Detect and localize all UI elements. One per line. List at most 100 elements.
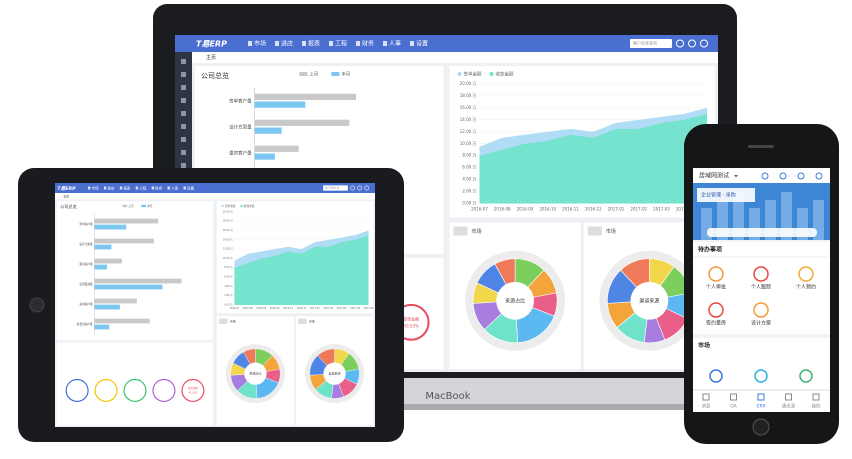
menu-icon (275, 41, 279, 46)
panel-title: 市场 (309, 319, 315, 324)
tab[interactable]: 主页 (63, 193, 69, 198)
sidebar-icon (181, 59, 186, 64)
pie-center-label: 来源占比 (505, 297, 525, 304)
x-tick-label: 2016-07 (471, 207, 488, 212)
top-nav (55, 183, 375, 194)
menu-item[interactable]: 财务 (155, 185, 163, 190)
menu-item[interactable]: 市场 (92, 185, 100, 190)
sidebar-icon (181, 163, 186, 168)
y-tick-label: 10.00 万 (460, 141, 477, 146)
y-tick-label: 2.00 万 (462, 189, 476, 194)
home-button (29, 297, 45, 313)
legend-swatch (299, 72, 308, 76)
menu-item[interactable]: 报表 (123, 185, 131, 190)
nav-label[interactable]: 消息 (702, 403, 711, 410)
menu-item[interactable]: 财务 (362, 40, 374, 48)
legend-swatch (221, 204, 224, 208)
pie-hole (244, 362, 267, 385)
gauge-label: 签单金额 (188, 386, 198, 390)
todo-label[interactable]: 设计方案 (751, 320, 771, 327)
y-tick-label: 4.00 万 (462, 177, 476, 182)
nav-label[interactable]: OA (730, 404, 737, 410)
search-placeholder[interactable]: 客户信息查询 (633, 40, 657, 46)
panel-title: 市场 (472, 228, 482, 235)
panel-title: 市场 (230, 319, 236, 324)
sidebar-icon (181, 150, 186, 155)
panel-title: 公司总览 (201, 71, 229, 80)
todo-icon[interactable] (798, 266, 814, 282)
y-tick-label: 10.00 万 (223, 257, 233, 260)
banner-building (797, 208, 808, 240)
search-placeholder[interactable]: 客户信息查询 (325, 186, 340, 190)
nav-icon (700, 39, 708, 48)
menu-item[interactable]: 设置 (416, 40, 428, 48)
nav-icon[interactable] (702, 393, 710, 401)
tag (298, 318, 307, 324)
sidebar-icon (181, 137, 186, 142)
legend-swatch (331, 72, 340, 76)
gauge (123, 378, 147, 403)
bar (94, 224, 127, 230)
todo-icon[interactable] (753, 302, 769, 318)
menu-item[interactable]: 进店 (281, 40, 293, 48)
legend-label: 上月 (128, 204, 134, 208)
pie-hole (630, 281, 669, 320)
bar (94, 238, 154, 244)
y-tick-label: 18.00 万 (460, 93, 477, 98)
menu-icon (302, 41, 306, 46)
x-tick-label: 2016-10 (270, 307, 280, 310)
gauge (152, 378, 176, 403)
menu-item[interactable]: 进店 (107, 185, 115, 190)
nav-label[interactable]: 我的 (812, 403, 821, 410)
todo-icon[interactable] (708, 266, 724, 282)
section-title: 待办事项 (698, 246, 722, 254)
todo-icon[interactable] (708, 302, 724, 318)
x-tick-label: 2017-02 (323, 307, 333, 310)
tab[interactable]: 主页 (206, 54, 216, 61)
menu-item[interactable]: 工程 (335, 40, 347, 48)
menu-item[interactable]: 人事 (389, 40, 401, 48)
panel-title: 市场 (606, 228, 616, 235)
sidebar-icon (181, 111, 186, 116)
app-title: 居域网测试 (699, 172, 729, 180)
todo-label[interactable]: 签约量房 (706, 320, 726, 327)
todo-icon[interactable] (753, 266, 769, 282)
menu-item[interactable]: 人事 (171, 185, 179, 190)
x-tick-label: 2017-05 (364, 307, 374, 310)
header-icon[interactable] (815, 172, 823, 180)
market-icon[interactable] (799, 369, 813, 383)
menu-item[interactable]: 工程 (139, 185, 147, 190)
nav-icon[interactable] (730, 393, 737, 401)
nav-label[interactable]: ERP (757, 404, 766, 410)
menu-item[interactable]: 市场 (254, 40, 266, 48)
gauge-value: 43.53% (404, 323, 419, 328)
menu-item[interactable]: 设置 (187, 185, 195, 190)
x-tick-label: 2017-01 (608, 207, 625, 212)
todo-label[interactable]: 个人预约 (796, 284, 816, 291)
banner-building (701, 208, 712, 240)
tag (453, 226, 468, 236)
pie-center-label: 渠道来源 (639, 297, 659, 304)
header-icon[interactable] (797, 172, 805, 180)
y-tick-label: 20.00 万 (460, 81, 477, 86)
pie-hole (323, 362, 346, 385)
x-tick-label: 2017-03 (337, 307, 347, 310)
market-icon[interactable] (754, 369, 768, 383)
y-tick-label: 2.00 万 (224, 294, 233, 297)
nav-label[interactable]: 通讯录 (782, 403, 796, 410)
header-icon[interactable] (761, 172, 769, 180)
legend-label: 本月 (147, 204, 153, 208)
bar (94, 304, 120, 310)
banner-building (733, 192, 744, 240)
banner-building (813, 200, 824, 240)
nav-icon[interactable] (812, 393, 820, 401)
gauge-value: 43.53% (188, 391, 198, 394)
market-icon[interactable] (709, 369, 723, 383)
todo-label[interactable]: 个人跟踪 (751, 284, 771, 291)
header-icon[interactable] (779, 172, 787, 180)
nav-icon[interactable] (785, 393, 792, 401)
todo-label[interactable]: 个人审批 (706, 284, 726, 291)
nav-icon[interactable] (757, 393, 765, 401)
menu-item[interactable]: 报表 (308, 40, 320, 48)
